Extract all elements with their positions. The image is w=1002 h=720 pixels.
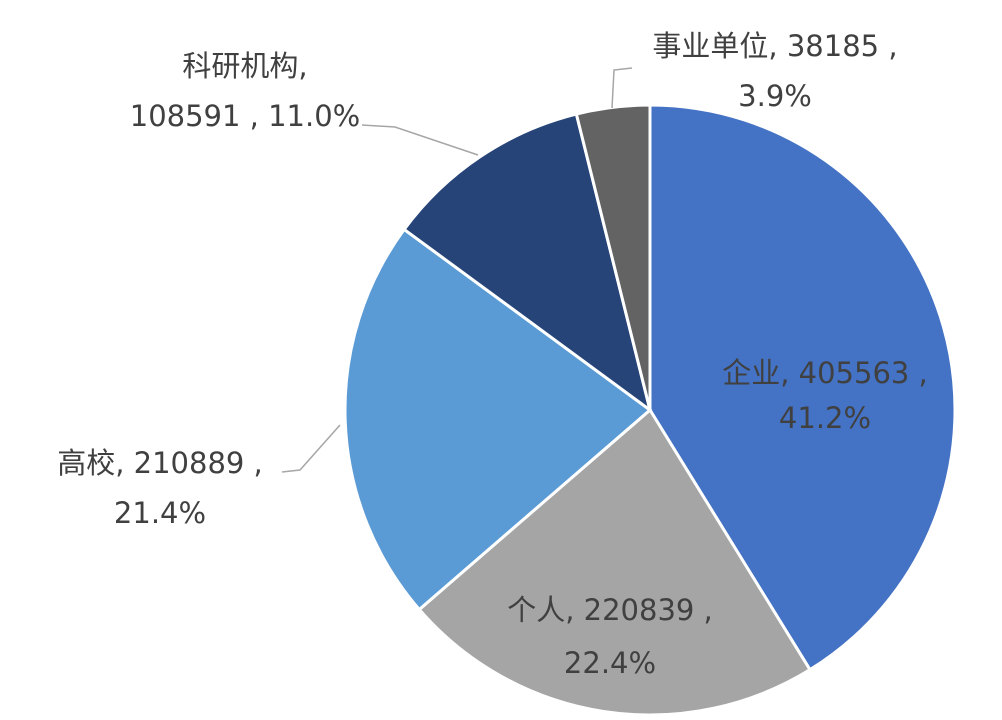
- data-label: 41.2%: [779, 401, 871, 435]
- pie-slice: [402, 112, 653, 414]
- pie-slice: [343, 227, 653, 612]
- data-label: 108591 , 11.0%: [130, 99, 361, 133]
- pie-slice: [648, 103, 957, 672]
- leader-line: [281, 424, 341, 473]
- data-label: 21.4%: [114, 496, 206, 530]
- pie-slice: [417, 407, 813, 717]
- data-label: 22.4%: [564, 646, 656, 680]
- leader-line: [611, 67, 633, 109]
- leader-line: [361, 124, 479, 156]
- data-label: 企业, 405563 ,: [722, 356, 928, 390]
- data-label: 高校, 210889 ,: [57, 446, 263, 480]
- data-label: 科研机构,: [182, 49, 307, 83]
- pie-slice: [574, 103, 652, 411]
- data-label: 3.9%: [738, 79, 812, 113]
- data-label: 事业单位, 38185 ,: [652, 29, 897, 63]
- data-label: 个人, 220839 ,: [507, 593, 713, 627]
